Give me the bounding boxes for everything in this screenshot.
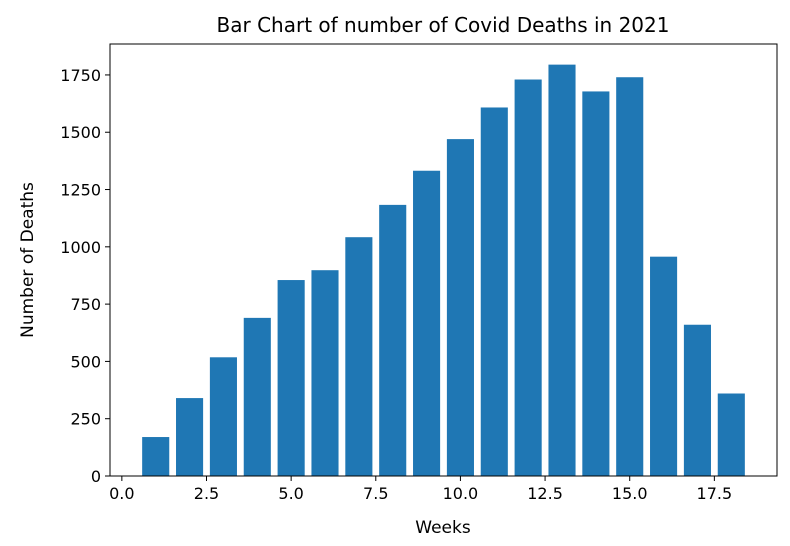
bar-week-13 [548, 64, 576, 476]
bar-week-16 [650, 256, 678, 476]
x-tick-label: 2.5 [194, 484, 219, 503]
bar-week-2 [176, 398, 204, 476]
x-tick-label: 10.0 [443, 484, 479, 503]
x-tick-label: 7.5 [363, 484, 388, 503]
y-tick-label: 750 [70, 295, 101, 314]
chart-title: Bar Chart of number of Covid Deaths in 2… [217, 13, 670, 37]
bars-group [142, 64, 745, 477]
bar-week-15 [616, 77, 644, 476]
bar-week-14 [582, 91, 610, 476]
bar-week-10 [446, 139, 474, 477]
bar-week-11 [480, 107, 508, 476]
bar-week-7 [345, 237, 373, 476]
y-tick-label: 250 [70, 410, 101, 429]
bar-week-12 [514, 79, 542, 477]
bar-week-6 [311, 270, 339, 476]
y-tick-label: 500 [70, 352, 101, 371]
bar-week-17 [683, 324, 711, 476]
x-tick-label: 5.0 [278, 484, 303, 503]
bar-week-8 [379, 204, 407, 476]
y-axis-ticks: 0 250 500 750 1000 1250 1500 1750 [60, 66, 110, 486]
x-tick-label: 0.0 [109, 484, 134, 503]
bar-week-4 [243, 317, 271, 476]
x-tick-label: 17.5 [697, 484, 733, 503]
x-axis-label: Weeks [415, 518, 471, 538]
bar-week-1 [142, 437, 170, 476]
x-tick-label: 12.5 [527, 484, 563, 503]
bar-week-18 [717, 393, 745, 476]
y-tick-label: 1000 [60, 238, 101, 257]
bar-week-3 [209, 357, 237, 476]
y-tick-label: 1750 [60, 66, 101, 85]
bar-week-5 [277, 280, 305, 476]
y-axis-label: Number of Deaths [18, 182, 38, 338]
plot-frame [109, 43, 778, 477]
x-tick-label: 15.0 [612, 484, 648, 503]
y-tick-label: 1500 [60, 123, 101, 142]
bar-week-9 [413, 170, 441, 477]
y-tick-label: 1250 [60, 181, 101, 200]
y-tick-label: 0 [91, 467, 101, 486]
x-axis-ticks: 0.0 2.5 5.0 7.5 10.0 12.5 15.0 17.5 [109, 476, 732, 503]
